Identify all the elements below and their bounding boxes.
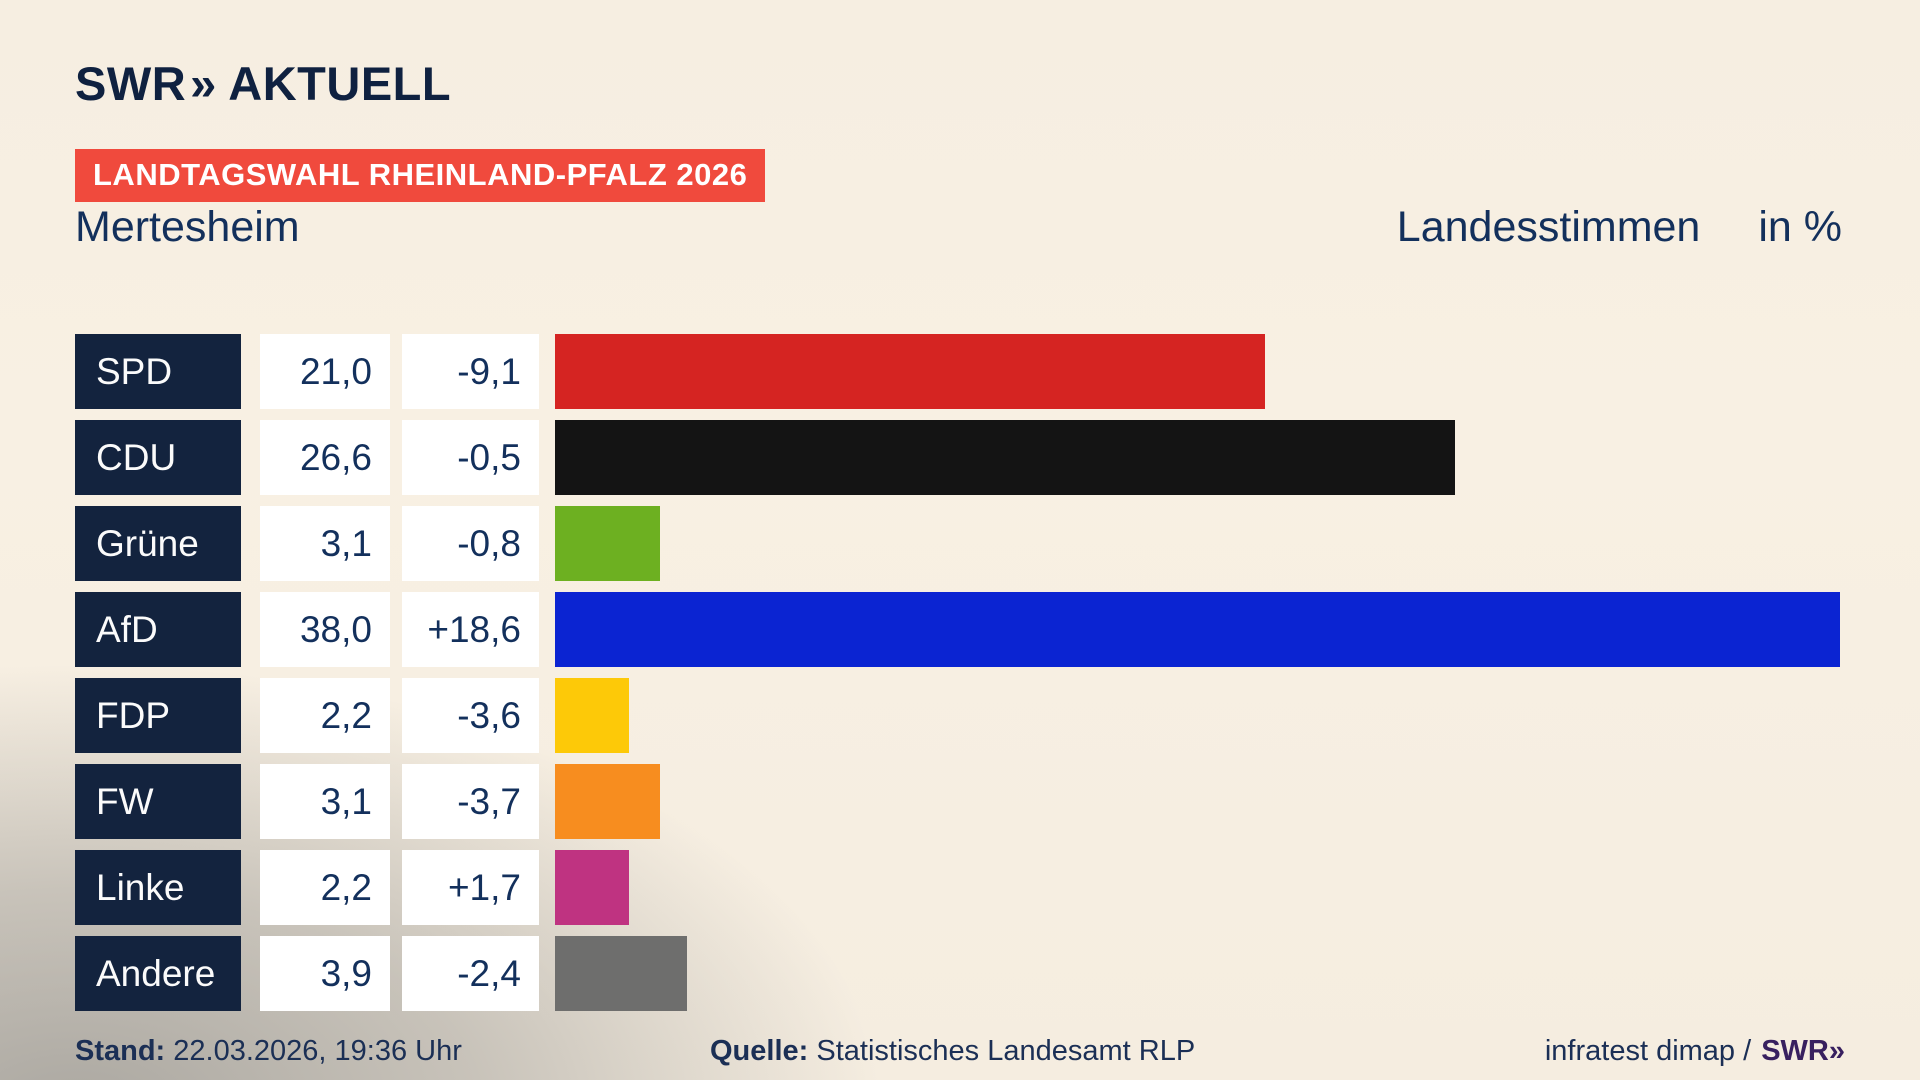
bar-track: [555, 936, 1840, 1011]
party-row: CDU 26,6 -0,5: [75, 420, 1840, 495]
party-row: FDP 2,2 -3,6: [75, 678, 1840, 753]
party-value: 38,0: [260, 592, 390, 667]
party-label: FW: [75, 764, 241, 839]
party-value: 21,0: [260, 334, 390, 409]
result-bar: [555, 936, 687, 1011]
party-label: Linke: [75, 850, 241, 925]
party-label: FDP: [75, 678, 241, 753]
bar-track: [555, 506, 1840, 581]
quelle-value: Statistisches Landesamt RLP: [816, 1035, 1196, 1067]
party-change: -2,4: [402, 936, 539, 1011]
party-label: AfD: [75, 592, 241, 667]
logo-aktuell-text: AKTUELL: [228, 57, 452, 110]
party-value: 26,6: [260, 420, 390, 495]
party-change: -3,7: [402, 764, 539, 839]
result-bar: [555, 334, 1266, 409]
vote-type-header: Landesstimmen in %: [1397, 203, 1842, 252]
logo-swr-text: SWR: [75, 57, 187, 110]
result-bar: [555, 678, 630, 753]
bar-track: [555, 592, 1840, 667]
result-bar: [555, 850, 630, 925]
brand-chevrons-icon: »: [1828, 1035, 1845, 1067]
agency-credit: infratest dimap / SWR»: [1544, 1035, 1845, 1068]
party-row: SPD 21,0 -9,1: [75, 334, 1840, 409]
party-label: SPD: [75, 334, 241, 409]
party-change: -0,5: [402, 420, 539, 495]
party-change: -9,1: [402, 334, 539, 409]
stand-label: Stand:: [75, 1035, 166, 1067]
party-value: 3,9: [260, 936, 390, 1011]
result-bar: [555, 420, 1455, 495]
footer: Stand: 22.03.2026, 19:36 Uhr Quelle: Sta…: [0, 1030, 1920, 1074]
bar-track: [555, 334, 1840, 409]
result-bar: [555, 764, 660, 839]
election-banner: LANDTAGSWAHL RHEINLAND-PFALZ 2026: [75, 149, 766, 202]
stand-timestamp: Stand: 22.03.2026, 19:36 Uhr: [75, 1035, 462, 1068]
party-change: +1,7: [402, 850, 539, 925]
bar-track: [555, 678, 1840, 753]
party-change: -3,6: [402, 678, 539, 753]
agency-name: infratest dimap /: [1544, 1035, 1752, 1067]
party-row: AfD 38,0 +18,6: [75, 592, 1840, 667]
party-label: Andere: [75, 936, 241, 1011]
result-bar: [555, 506, 660, 581]
source-credit: Quelle: Statistisches Landesamt RLP: [710, 1035, 1195, 1068]
party-value: 3,1: [260, 764, 390, 839]
party-value: 3,1: [260, 506, 390, 581]
logo-chevrons-icon: »: [190, 57, 216, 110]
party-change: -0,8: [402, 506, 539, 581]
municipality-title: Mertesheim: [75, 203, 300, 251]
bar-track: [555, 764, 1840, 839]
bar-track: [555, 850, 1840, 925]
quelle-label: Quelle:: [710, 1035, 809, 1067]
party-change: +18,6: [402, 592, 539, 667]
results-bar-chart: SPD 21,0 -9,1 CDU 26,6 -0,5 Grüne 3,1 -0,8 AfD 38,…: [75, 334, 1840, 1022]
party-row: Linke 2,2 +1,7: [75, 850, 1840, 925]
party-row: Grüne 3,1 -0,8: [75, 506, 1840, 581]
stand-value: 22.03.2026, 19:36 Uhr: [173, 1035, 462, 1067]
party-label: CDU: [75, 420, 241, 495]
party-label: Grüne: [75, 506, 241, 581]
result-bar: [555, 592, 1840, 667]
party-row: FW 3,1 -3,7: [75, 764, 1840, 839]
party-row: Andere 3,9 -2,4: [75, 936, 1840, 1011]
party-value: 2,2: [260, 850, 390, 925]
bar-track: [555, 420, 1840, 495]
party-value: 2,2: [260, 678, 390, 753]
swr-aktuell-logo: SWR» AKTUELL: [75, 56, 451, 111]
vote-type-label: Landesstimmen: [1396, 203, 1701, 251]
unit-label: in %: [1758, 203, 1842, 251]
swr-brand-mark: SWR»: [1761, 1035, 1845, 1067]
